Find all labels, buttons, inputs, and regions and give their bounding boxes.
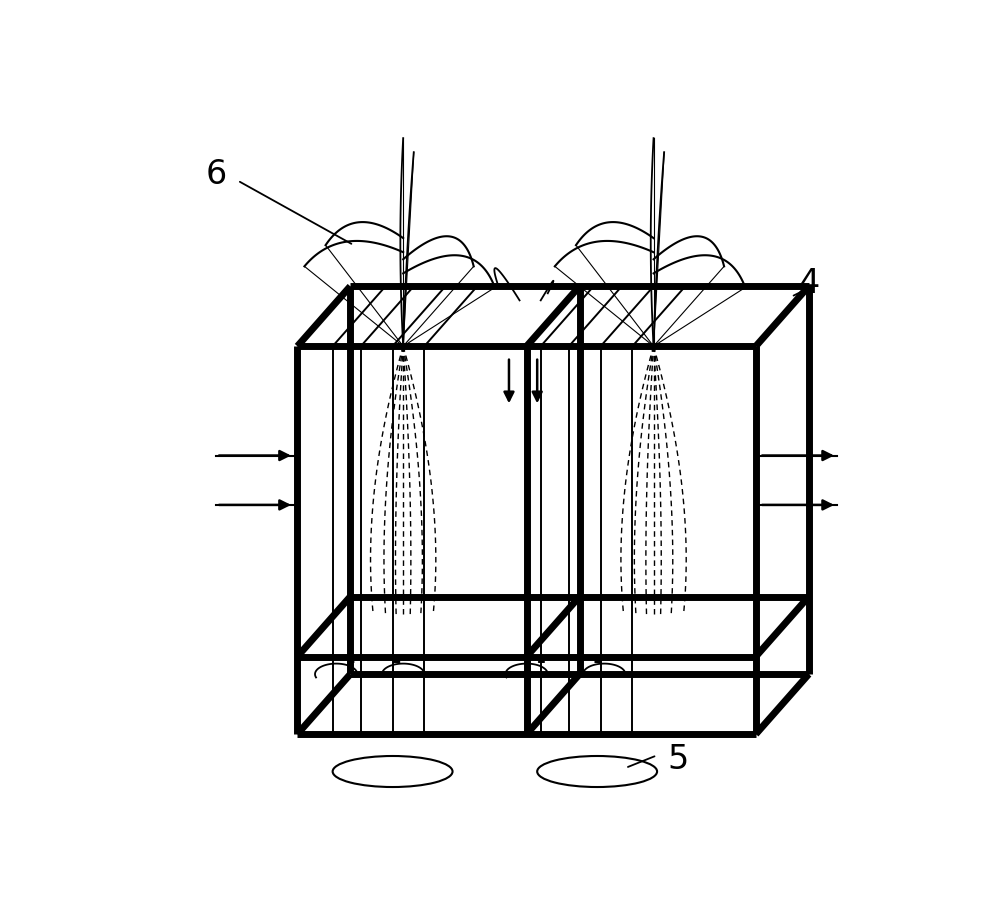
Ellipse shape bbox=[537, 756, 657, 787]
Ellipse shape bbox=[333, 756, 453, 787]
Text: 5: 5 bbox=[668, 744, 689, 777]
Text: 6: 6 bbox=[206, 158, 227, 191]
Text: 4: 4 bbox=[798, 267, 819, 300]
